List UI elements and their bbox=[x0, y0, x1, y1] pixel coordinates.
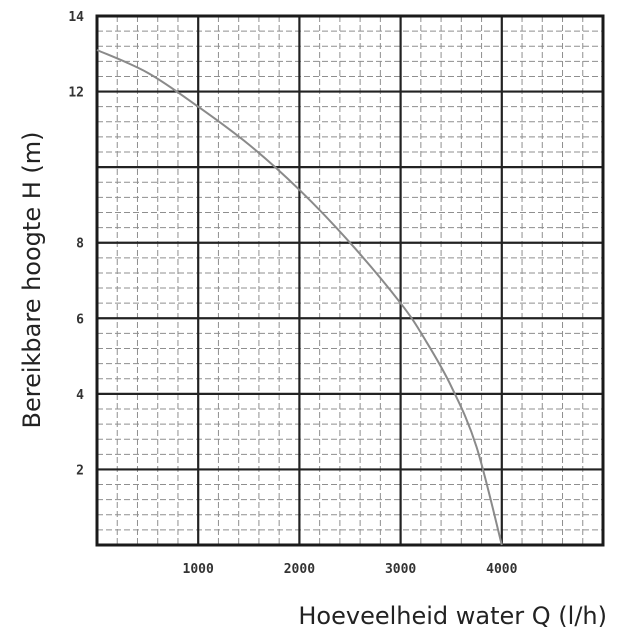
x-tick-label: 1000 bbox=[183, 562, 214, 577]
y-axis-title: Bereikbare hoogte H (m) bbox=[18, 132, 46, 429]
series-line bbox=[96, 49, 503, 546]
x-tick-labels: 1000 2000 3000 4000 bbox=[183, 562, 518, 577]
y-tick-label: 2 bbox=[76, 463, 84, 478]
y-tick-labels: 2 4 6 8 12 14 bbox=[68, 10, 84, 478]
x-tick-label: 2000 bbox=[284, 562, 315, 577]
y-tick-label: 6 bbox=[76, 312, 84, 327]
major-grid bbox=[97, 16, 603, 545]
y-tick-label: 8 bbox=[76, 237, 84, 252]
y-tick-label: 4 bbox=[76, 388, 84, 403]
plot-frame bbox=[95, 14, 605, 547]
x-tick-label: 4000 bbox=[486, 562, 517, 577]
minor-grid bbox=[97, 16, 603, 545]
y-tick-label: 12 bbox=[68, 86, 84, 101]
y-tick-label: 14 bbox=[68, 10, 84, 25]
x-tick-label: 3000 bbox=[385, 562, 416, 577]
x-axis-title: Hoeveelheid water Q (l/h) bbox=[298, 602, 607, 630]
